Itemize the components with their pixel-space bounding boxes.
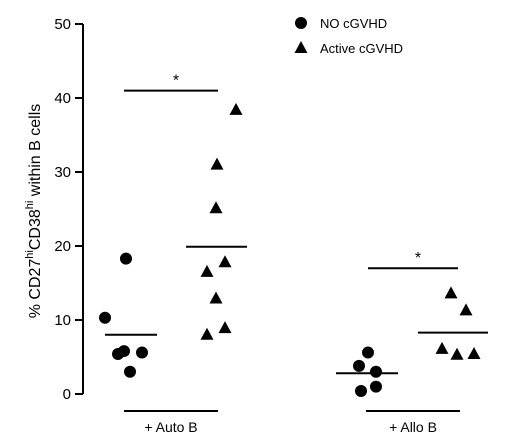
data-point-active-cgvhd bbox=[218, 321, 232, 334]
y-axis-title-sup: hi bbox=[24, 201, 36, 210]
mean-lines bbox=[105, 245, 488, 375]
y-axis: 0 10 20 30 40 50 bbox=[54, 16, 84, 403]
y-tick-label: 40 bbox=[54, 90, 71, 107]
y-axis-title-part: % CD27 bbox=[27, 259, 44, 319]
group-label: + Allo B bbox=[389, 419, 437, 435]
legend-circle-marker bbox=[295, 17, 307, 29]
data-point-no-cgvhd bbox=[99, 311, 111, 324]
y-axis-title: % CD27hiCD38hi within B cells bbox=[24, 104, 44, 319]
y-tick-label: 0 bbox=[63, 386, 71, 403]
data-point-no-cgvhd bbox=[112, 348, 124, 361]
data-point-no-cgvhd bbox=[120, 252, 132, 265]
data-points bbox=[99, 102, 481, 398]
legend-label-no-cgvhd: NO cGVHD bbox=[320, 16, 387, 31]
data-point-no-cgvhd bbox=[370, 380, 382, 393]
y-tick-label: 50 bbox=[54, 16, 71, 33]
data-point-active-cgvhd bbox=[459, 303, 473, 316]
data-point-active-cgvhd bbox=[435, 341, 449, 354]
legend-triangle-marker bbox=[294, 41, 308, 53]
data-point-active-cgvhd bbox=[444, 286, 458, 299]
significance-label: * bbox=[415, 250, 421, 267]
data-point-no-cgvhd bbox=[370, 365, 382, 378]
y-tick-label: 30 bbox=[54, 164, 71, 181]
legend: NO cGVHD Active cGVHD bbox=[294, 16, 403, 56]
y-axis-title-sup: hi bbox=[24, 250, 36, 259]
data-point-active-cgvhd bbox=[467, 347, 481, 360]
legend-label-active-cgvhd: Active cGVHD bbox=[320, 41, 403, 56]
y-tick-label: 20 bbox=[54, 238, 71, 255]
data-point-active-cgvhd bbox=[200, 264, 214, 277]
data-point-no-cgvhd bbox=[124, 365, 136, 378]
data-point-active-cgvhd bbox=[210, 157, 224, 170]
data-point-active-cgvhd bbox=[229, 102, 243, 115]
significance-brackets: ** bbox=[124, 73, 458, 270]
data-point-no-cgvhd bbox=[362, 346, 374, 359]
data-point-active-cgvhd bbox=[209, 201, 223, 214]
data-point-no-cgvhd bbox=[353, 359, 365, 372]
data-point-active-cgvhd bbox=[218, 255, 232, 268]
x-groups: + Auto B + Allo B bbox=[124, 410, 460, 435]
data-point-no-cgvhd bbox=[136, 346, 148, 359]
y-tick-label: 10 bbox=[54, 312, 71, 329]
data-point-active-cgvhd bbox=[209, 291, 223, 304]
data-point-active-cgvhd bbox=[450, 347, 464, 360]
group-label: + Auto B bbox=[144, 419, 197, 435]
significance-label: * bbox=[173, 73, 179, 90]
data-point-no-cgvhd bbox=[355, 385, 367, 398]
y-axis-title-part: CD38 bbox=[27, 209, 44, 250]
y-axis-title-part: within B cells bbox=[27, 104, 44, 201]
data-point-active-cgvhd bbox=[200, 327, 214, 340]
